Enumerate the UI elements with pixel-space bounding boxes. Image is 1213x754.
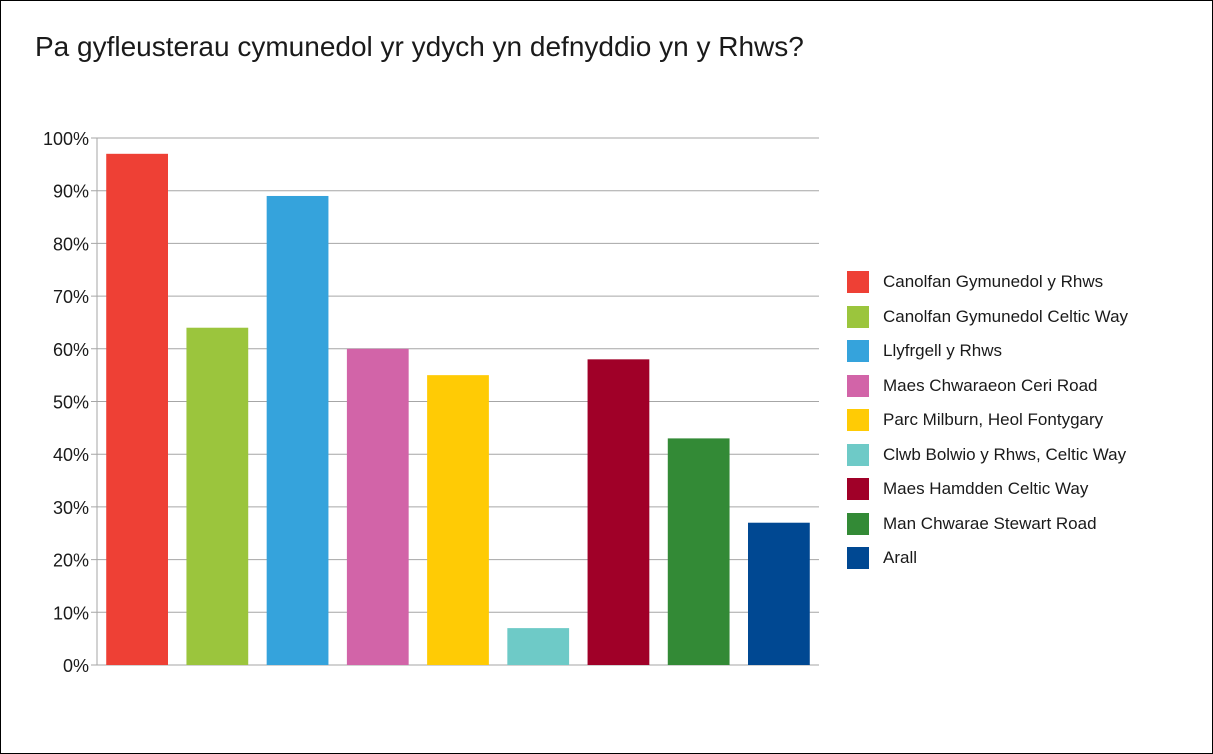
y-tick-label: 100% bbox=[43, 129, 89, 149]
legend-swatch bbox=[847, 409, 869, 432]
bar-2 bbox=[186, 327, 249, 665]
y-tick-label: 90% bbox=[53, 182, 89, 202]
legend-label: Arall bbox=[883, 548, 918, 568]
y-tick-label: 60% bbox=[53, 340, 89, 360]
legend-item: Man Chwarae Stewart Road bbox=[847, 507, 1128, 542]
y-tick-label: 20% bbox=[53, 551, 89, 571]
y-tick-label: 30% bbox=[53, 498, 89, 518]
legend-item: Llyfrgell y Rhws bbox=[847, 334, 1128, 369]
legend-swatch bbox=[847, 271, 869, 294]
bar-8 bbox=[667, 438, 730, 665]
bar-9 bbox=[748, 522, 810, 665]
legend-label: Llyfrgell y Rhws bbox=[883, 341, 1003, 361]
legend-swatch bbox=[847, 478, 869, 501]
bar-1 bbox=[106, 153, 168, 665]
legend-swatch bbox=[847, 340, 869, 363]
bar-5 bbox=[427, 375, 489, 665]
bar-7 bbox=[587, 359, 650, 665]
legend-item: Maes Chwaraeon Ceri Road bbox=[847, 369, 1128, 404]
legend-label: Canolfan Gymunedol y Rhws bbox=[883, 272, 1104, 292]
legend-swatch bbox=[847, 374, 869, 397]
legend-label: Canolfan Gymunedol Celtic Way bbox=[883, 306, 1129, 326]
legend-item: Canolfan Gymunedol Celtic Way bbox=[847, 300, 1128, 335]
legend-swatch bbox=[847, 547, 869, 570]
legend-swatch bbox=[847, 512, 869, 535]
legend-item: Canolfan Gymunedol y Rhws bbox=[847, 265, 1128, 300]
y-tick-label: 10% bbox=[53, 603, 89, 623]
legend-item: Clwb Bolwio y Rhws, Celtic Way bbox=[847, 438, 1128, 473]
y-tick-label: 50% bbox=[53, 393, 89, 413]
legend-label: Maes Hamdden Celtic Way bbox=[883, 479, 1089, 499]
bar-4 bbox=[346, 348, 409, 665]
bar-6 bbox=[507, 628, 570, 665]
chart-title: Pa gyfleusterau cymunedol yr ydych yn de… bbox=[35, 31, 804, 62]
legend-swatch bbox=[847, 305, 869, 328]
y-tick-label: 0% bbox=[63, 656, 89, 676]
legend-label: Maes Chwaraeon Ceri Road bbox=[883, 375, 1098, 395]
y-tick-label: 40% bbox=[53, 445, 89, 465]
legend-label: Parc Milburn, Heol Fontygary bbox=[883, 410, 1104, 430]
legend-item: Maes Hamdden Celtic Way bbox=[847, 472, 1128, 507]
legend-label: Man Chwarae Stewart Road bbox=[883, 513, 1097, 533]
y-tick-label: 80% bbox=[53, 234, 89, 254]
y-tick-label: 70% bbox=[53, 287, 89, 307]
legend-item: Parc Milburn, Heol Fontygary bbox=[847, 403, 1128, 438]
bar-3 bbox=[266, 195, 329, 665]
chart-legend: Canolfan Gymunedol y Rhws Canolfan Gymune… bbox=[847, 265, 1128, 576]
legend-swatch bbox=[847, 443, 869, 466]
legend-label: Clwb Bolwio y Rhws, Celtic Way bbox=[883, 444, 1127, 464]
legend-item: Arall bbox=[847, 541, 1128, 576]
